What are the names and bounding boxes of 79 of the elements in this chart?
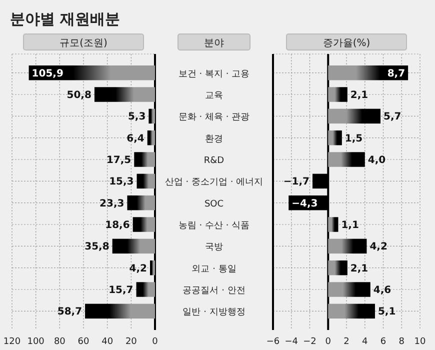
- x-tick-label: 2: [344, 337, 350, 347]
- x-axis-title: 규모(조원): [60, 38, 108, 49]
- y-tick-label: 문화 · 체육 · 관광: [178, 112, 250, 123]
- x-tick-label: 120: [3, 337, 21, 347]
- bar: [328, 304, 375, 319]
- y-tick-label: 외교 · 통일: [192, 264, 236, 274]
- data-label: 8,7: [387, 68, 406, 80]
- bar: [328, 260, 348, 276]
- bar: [132, 217, 155, 232]
- bar: [150, 260, 155, 276]
- bar: [328, 87, 348, 102]
- bar: [136, 282, 155, 297]
- data-label: −4,3: [292, 198, 318, 210]
- x-tick-label: 60: [78, 337, 90, 347]
- y-tick-label: 환경: [205, 134, 223, 144]
- data-label: 15,7: [108, 285, 134, 296]
- data-label: 1,1: [341, 220, 359, 231]
- data-label: 5,1: [378, 306, 396, 318]
- y-tick-label: 보건 · 복지 · 고용: [178, 69, 250, 80]
- y-tick-label: 산업 · 중소기업 · 에너지: [164, 178, 264, 188]
- bar: [136, 174, 155, 189]
- data-label: 6,4: [126, 133, 144, 144]
- data-label: 50,8: [66, 90, 92, 101]
- y-tick-label: 일반 · 지방행정: [182, 308, 246, 318]
- data-label: 4,6: [373, 285, 392, 296]
- bar: [328, 108, 380, 124]
- bar: [312, 174, 328, 189]
- data-label: 5,3: [128, 112, 146, 123]
- y-tick-label: R&D: [204, 156, 224, 166]
- data-label: 4,2: [129, 263, 148, 274]
- data-label: 2,1: [350, 263, 368, 274]
- bar: [328, 65, 408, 80]
- data-label: 4,2: [370, 242, 388, 253]
- data-label: 17,5: [106, 155, 132, 166]
- x-axis-title: 증가율(%): [322, 38, 370, 49]
- data-label: 23,3: [100, 198, 124, 210]
- bar: [127, 195, 155, 210]
- bar: [328, 282, 370, 297]
- data-label: 1,5: [344, 133, 363, 144]
- x-tick-label: 100: [27, 337, 45, 347]
- bar: [134, 152, 155, 167]
- data-label: −1,7: [283, 176, 310, 188]
- x-tick-label: −6: [266, 337, 280, 347]
- x-tick-label: 0: [325, 337, 332, 347]
- bar: [112, 238, 155, 254]
- bar: [328, 217, 338, 232]
- bar: [328, 130, 342, 146]
- y-tick-label: 국방: [205, 242, 223, 253]
- bar: [94, 87, 155, 102]
- x-tick-label: 6: [380, 337, 386, 347]
- bar: [328, 238, 367, 254]
- data-label: 4,0: [368, 155, 386, 166]
- data-label: 2,1: [350, 90, 368, 101]
- y-tick-label: SOC: [204, 199, 224, 210]
- bar: [85, 304, 155, 319]
- bar: [148, 108, 155, 124]
- x-tick-label: 4: [362, 337, 368, 347]
- bar: [28, 65, 155, 80]
- y-tick-label: 공공질서 · 안전: [182, 286, 246, 296]
- data-label: 58,7: [57, 306, 82, 318]
- x-tick-label: −2: [303, 337, 316, 347]
- y-tick-label: 교육: [205, 91, 223, 101]
- data-label: 18,6: [105, 220, 130, 231]
- x-tick-label: 80: [54, 337, 66, 347]
- chart-title: 분야별 재원배분: [10, 10, 120, 28]
- bar: [147, 130, 155, 146]
- x-tick-label: 20: [125, 337, 138, 347]
- data-label: 105,9: [32, 68, 64, 80]
- x-tick-label: 40: [102, 337, 114, 347]
- data-label: 5,7: [383, 112, 402, 123]
- x-tick-label: −4: [284, 337, 298, 347]
- bar: [328, 152, 365, 167]
- data-label: 35,8: [84, 242, 110, 253]
- y-tick-label: 농림 · 수산 · 식품: [178, 221, 250, 231]
- x-tick-label: 0: [152, 337, 158, 347]
- x-tick-label: 10: [414, 337, 426, 347]
- y-axis-title: 분야: [204, 38, 224, 49]
- x-tick-label: 8: [398, 337, 405, 347]
- data-label: 15,3: [109, 176, 134, 188]
